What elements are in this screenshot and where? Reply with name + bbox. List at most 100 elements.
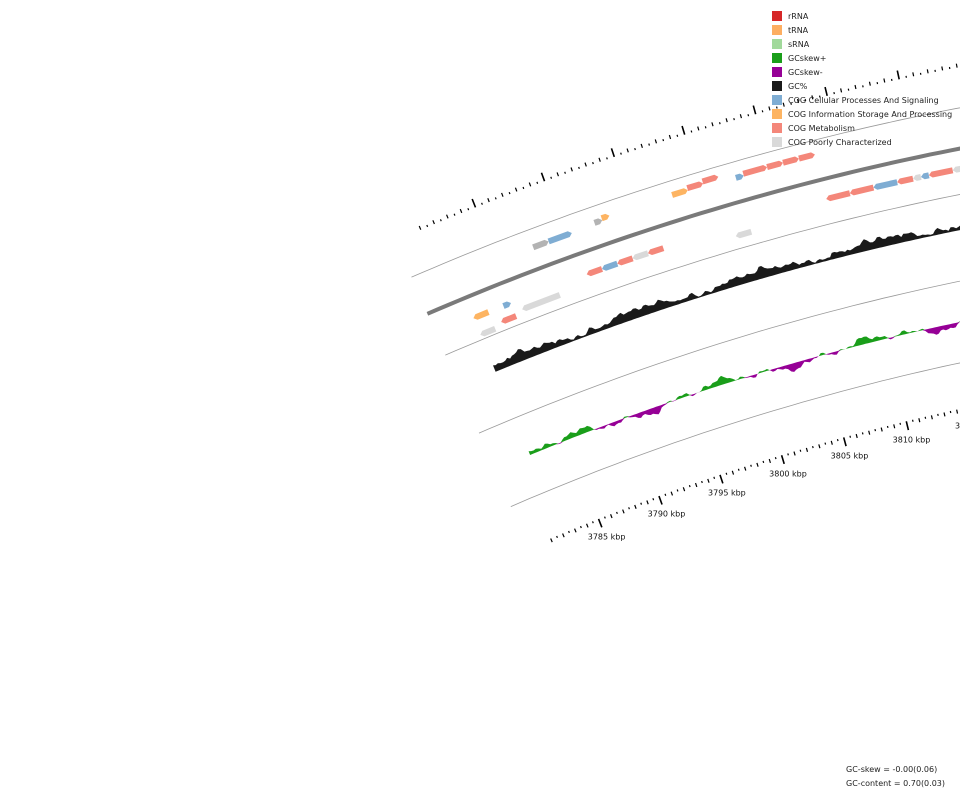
outer-tick [775, 106, 778, 109]
inner-tick [664, 493, 667, 496]
outer-tick [564, 171, 566, 174]
outer-tick [912, 72, 915, 77]
tick-label: 3795 kbp [708, 489, 746, 498]
gene-arrow [532, 239, 549, 251]
outer-tick [508, 191, 511, 195]
inner-tick [756, 462, 759, 467]
gene-arrow [617, 255, 634, 266]
outer-tick [418, 225, 422, 230]
legend-swatch [772, 53, 782, 63]
inner-tick [622, 509, 625, 514]
legend-label: COG Information Storage And Processing [788, 109, 953, 119]
gene-arrow [766, 160, 783, 170]
inner-tick [762, 460, 765, 464]
inner-tick [646, 500, 649, 505]
inner-tick [640, 502, 643, 505]
outer-tick [578, 166, 580, 170]
inner-tick [694, 482, 698, 488]
legend-swatch [772, 95, 782, 105]
legend-swatch [772, 39, 782, 49]
tick-label: 3810 kbp [893, 436, 931, 445]
outer-tick [662, 139, 665, 142]
legend-swatch [772, 109, 782, 119]
inner-tick [562, 533, 565, 538]
outer-tick [471, 198, 477, 208]
gene-arrow [920, 172, 930, 180]
outer-tick [426, 224, 429, 228]
inner-tick [905, 421, 910, 431]
inner-tick [585, 523, 589, 528]
gene-arrow [671, 188, 688, 198]
tick-label: 3790 kbp [648, 510, 686, 519]
inner-tick [868, 430, 871, 435]
outer-tick [584, 162, 587, 167]
gene-arrow [601, 260, 619, 271]
inner-tick [591, 521, 594, 524]
inner-tick [737, 468, 740, 471]
legend-item: COG Cellular Processes And Signaling [772, 93, 952, 107]
outer-tick [453, 213, 456, 216]
legend-label: GCskew+ [788, 53, 827, 63]
gc-skew-stat: GC-skew = -0.00(0.06) [846, 763, 945, 777]
legend-label: sRNA [788, 39, 810, 49]
legend-label: GCskew- [788, 67, 823, 77]
gene-arrow [735, 173, 744, 181]
track-guide-lines [411, 107, 960, 507]
inner-tick [799, 449, 802, 452]
inner-tick [893, 424, 896, 429]
gene-arrow [600, 213, 610, 222]
outer-tick [432, 220, 435, 225]
legend-item: tRNA [772, 23, 952, 37]
gene-arrow [547, 231, 572, 245]
inner-tick [604, 516, 606, 519]
inner-tick [676, 489, 679, 492]
outer-tick [640, 143, 643, 148]
inner-tick [830, 440, 833, 445]
legend-item: GCskew- [772, 65, 952, 79]
gene-tracks [473, 152, 960, 337]
inner-tick [774, 456, 777, 460]
outer-tick [522, 186, 525, 190]
outer-tick [725, 118, 728, 123]
outer-tick [955, 63, 958, 68]
legend-label: GC% [788, 81, 808, 91]
outer-tick [926, 69, 929, 74]
gc-content-stat: GC-content = 0.70(0.03) [846, 777, 945, 791]
outer-tick [536, 181, 539, 184]
gene-arrow [897, 175, 914, 185]
outer-tick [528, 182, 532, 187]
legend-item: COG Poorly Characterized [772, 135, 952, 149]
inner-tick [688, 485, 691, 488]
inner-tick-ring [550, 409, 959, 543]
inner-tick [842, 437, 847, 447]
legend-label: tRNA [788, 25, 809, 35]
outer-tick-ring [418, 63, 958, 230]
legend-swatch [772, 123, 782, 133]
outer-tick [514, 187, 518, 192]
outer-tick [739, 114, 743, 119]
outer-tick [676, 134, 679, 137]
outer-tick [747, 114, 750, 117]
legend-swatch [772, 67, 782, 77]
inner-tick [579, 525, 582, 529]
inner-tick [628, 507, 630, 510]
inner-tick [930, 415, 933, 420]
gene-arrow [632, 250, 649, 261]
inner-tick [658, 495, 663, 505]
outer-tick [768, 106, 771, 111]
gene-arrow [686, 181, 704, 192]
outer-tick [840, 88, 843, 93]
gene-arrow [586, 266, 603, 277]
outer-tick [733, 118, 735, 121]
inner-tick [610, 514, 613, 519]
inner-tick [918, 418, 921, 423]
inner-tick [818, 444, 821, 449]
inner-tick [719, 474, 724, 484]
outer-tick [446, 214, 449, 219]
outer-tick [782, 102, 785, 107]
legend-label: COG Metabolism [788, 123, 855, 133]
outer-tick [598, 157, 601, 162]
outer-tick [634, 147, 636, 151]
inner-tick [787, 453, 789, 456]
